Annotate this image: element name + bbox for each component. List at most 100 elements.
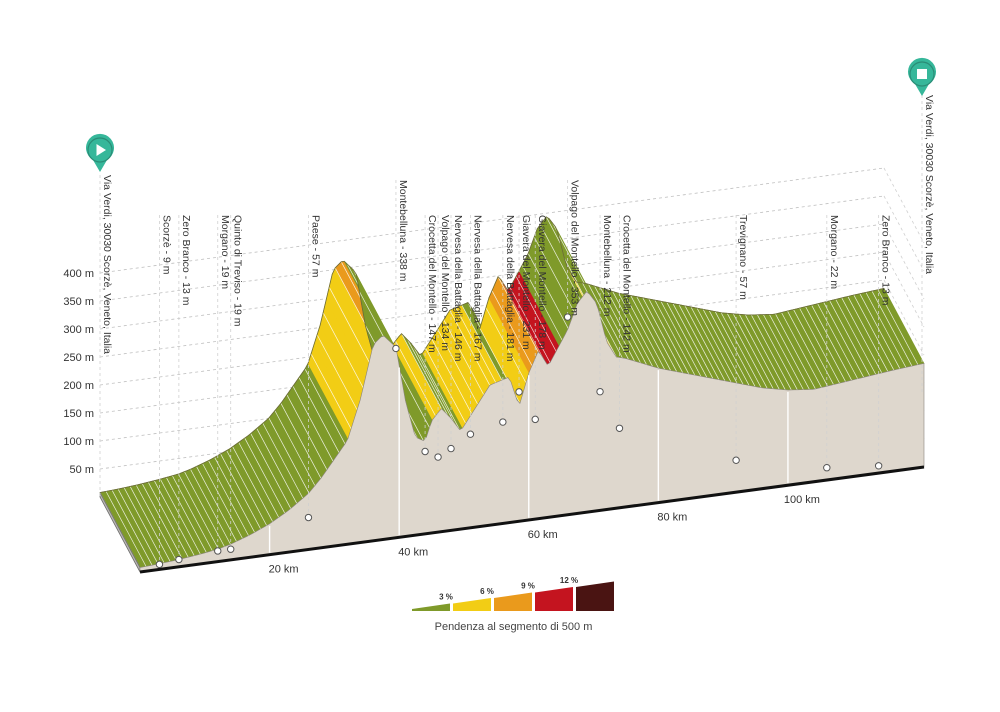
waypoint-label: Giavera del Montello - 231 m	[520, 215, 532, 350]
hatch-line	[316, 334, 358, 410]
hatch-line	[244, 437, 286, 514]
waypoint-label: Volpago del Montello - 134 m	[439, 215, 451, 351]
waypoint-label: Trevignano - 57 m	[737, 215, 749, 300]
hatch-line	[660, 301, 702, 377]
hatch-line	[775, 313, 816, 390]
hatch-line	[630, 295, 672, 371]
play-icon	[96, 144, 106, 156]
hatch-line	[304, 368, 346, 445]
waypoint-dot	[447, 444, 455, 453]
y-tick-label: 350 m	[63, 296, 94, 308]
hatch-line	[425, 348, 466, 424]
waypoint-label: Nervesa della Battaglia - 167 m	[471, 215, 483, 362]
hatch-line	[322, 312, 364, 388]
waypoint-dot	[515, 388, 523, 396]
hatch-line	[600, 287, 641, 364]
hatch-line	[111, 490, 153, 566]
hatch-line	[539, 224, 581, 300]
waypoint-dot	[175, 555, 183, 564]
legend-swatch	[576, 581, 614, 611]
hatch-line	[648, 298, 690, 375]
hatch-line	[123, 487, 165, 563]
hatch-line	[624, 294, 665, 370]
waypoint-label: Scorzè - 9 m	[160, 215, 172, 275]
hatch-line	[208, 460, 249, 536]
hatch-line	[594, 285, 635, 362]
hatch-line	[787, 310, 828, 387]
hatch-line	[708, 310, 750, 386]
grid-depth-line	[883, 251, 925, 328]
waypoint-dot	[615, 424, 624, 432]
y-tick-label: 50 m	[70, 464, 94, 476]
hatch-line	[636, 296, 678, 372]
y-tick-label: 400 m	[63, 268, 94, 280]
x-tick-label: 40 km	[398, 546, 428, 558]
hatch-line	[666, 302, 708, 378]
hatch-line	[232, 446, 273, 522]
hatch-line	[521, 264, 563, 341]
hatch-line	[738, 314, 780, 390]
hatch-line	[437, 329, 479, 405]
hatch-line	[847, 296, 889, 372]
grid-depth-line	[883, 167, 925, 244]
hatch-line	[781, 312, 822, 388]
hatch-line	[503, 284, 545, 360]
legend-swatch	[412, 603, 450, 611]
waypoint-dot	[155, 560, 164, 569]
hatch-line	[763, 314, 804, 390]
hatch-line	[153, 480, 195, 556]
y-tick-label: 250 m	[63, 352, 94, 364]
waypoint-label: Giavera del Montello - 178 m	[536, 215, 548, 350]
base-line	[139, 465, 925, 574]
waypoint-label: Volpago del Montello - 353 m	[569, 180, 581, 316]
hatch-line	[871, 290, 913, 367]
waypoint-label: Montebelluna - 212 m	[601, 215, 613, 317]
hatch-line	[744, 314, 786, 390]
hatch-line	[268, 417, 310, 494]
waypoint-label: Zero Branco - 13 m	[880, 215, 892, 306]
hatch-line	[461, 304, 503, 381]
x-tick-label: 60 km	[528, 529, 558, 541]
hatch-line	[178, 473, 219, 550]
hatch-line	[250, 433, 292, 509]
waypoint-dot	[563, 313, 572, 321]
waypoint-label: Nervesa della Battaglia - 181 m	[504, 215, 516, 362]
hatch-line	[533, 236, 575, 313]
hatch-line	[690, 306, 732, 383]
hatch-line	[310, 353, 352, 429]
hatch-line	[220, 453, 261, 530]
grid-line	[99, 195, 885, 302]
legend-swatch	[453, 598, 491, 611]
hatch-line	[159, 478, 201, 555]
waypoint-dot	[596, 387, 604, 396]
waypoint-dot	[531, 415, 539, 424]
hatch-line	[720, 312, 762, 388]
hatch-line	[226, 450, 267, 526]
waypoint-label: Via Verdi, 30030 Scorzè, Veneto, Italia	[101, 175, 113, 354]
hatch-line	[726, 313, 768, 389]
hatch-line	[292, 385, 334, 462]
waypoint-label: Montebelluna - 338 m	[397, 180, 409, 282]
hatch-line	[509, 287, 551, 363]
hatch-line	[401, 333, 442, 409]
profile-ridge-line	[99, 216, 885, 493]
y-tick-label: 150 m	[63, 408, 94, 420]
hatch-line	[166, 477, 207, 553]
hatch-line	[262, 423, 304, 499]
grid-depth-line	[883, 223, 925, 300]
waypoint-dot	[732, 456, 740, 464]
legend-swatch	[535, 587, 573, 611]
legend-swatch-label: 12 %	[560, 576, 578, 585]
waypoint-label: Morgano - 19 m	[219, 215, 231, 289]
hatch-line	[732, 313, 774, 389]
hatch-line	[678, 304, 720, 380]
hatch-line	[751, 314, 792, 391]
hatch-line	[805, 306, 846, 382]
waypoint-label: Paese - 57 m	[309, 215, 321, 278]
grid-depth-line	[883, 279, 925, 356]
waypoint-label: Zero Branco - 13 m	[180, 215, 192, 306]
profile-front-face	[139, 291, 925, 573]
hatch-line	[238, 442, 280, 518]
hatch-line	[853, 294, 895, 371]
hatch-line	[117, 488, 159, 565]
